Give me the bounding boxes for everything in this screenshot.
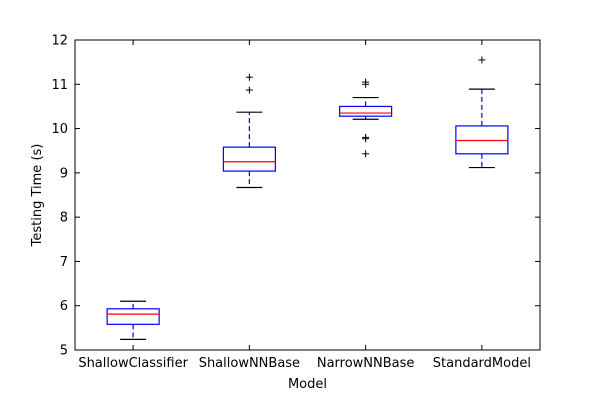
iqr-box: [339, 105, 393, 117]
x-axis: ShallowClassifier ShallowNNBase NarrowNNBa…: [78, 40, 531, 371]
flier-marker: [245, 86, 253, 94]
plot-area: [106, 56, 509, 340]
axes-frame: [74, 39, 541, 351]
box-ShallowClassifier: [106, 300, 160, 340]
y-tick-label: 6: [60, 299, 68, 314]
y-tick-label: 8: [60, 211, 68, 226]
x-tick-label: NarrowNNBase: [317, 356, 415, 371]
iqr-box: [455, 125, 509, 155]
y-tick-label: 7: [60, 255, 68, 270]
flier-marker: [245, 73, 253, 81]
box-StandardModel: [455, 56, 509, 169]
flier-marker: [362, 78, 370, 86]
y-tick-label: 5: [60, 344, 68, 359]
x-axis-label: Model: [288, 377, 327, 392]
x-tick-label: StandardModel: [433, 356, 531, 371]
flier-marker: [478, 56, 486, 64]
flier-marker: [362, 150, 370, 158]
box-ShallowNNBase: [222, 73, 276, 189]
box-NarrowNNBase: [339, 78, 393, 158]
iqr-box: [222, 146, 276, 172]
y-axis: 5 6 7 8 9 10 11 12: [51, 34, 540, 359]
y-axis-label: Testing Time (s): [30, 144, 45, 248]
flier-marker: [362, 133, 370, 141]
iqr-box: [106, 308, 160, 325]
x-tick-label: ShallowNNBase: [199, 356, 300, 371]
y-tick-label: 11: [51, 78, 68, 93]
y-tick-label: 12: [51, 34, 68, 49]
y-tick-label: 9: [60, 166, 68, 181]
x-tick-label: ShallowClassifier: [78, 356, 188, 371]
y-tick-label: 10: [51, 122, 68, 137]
